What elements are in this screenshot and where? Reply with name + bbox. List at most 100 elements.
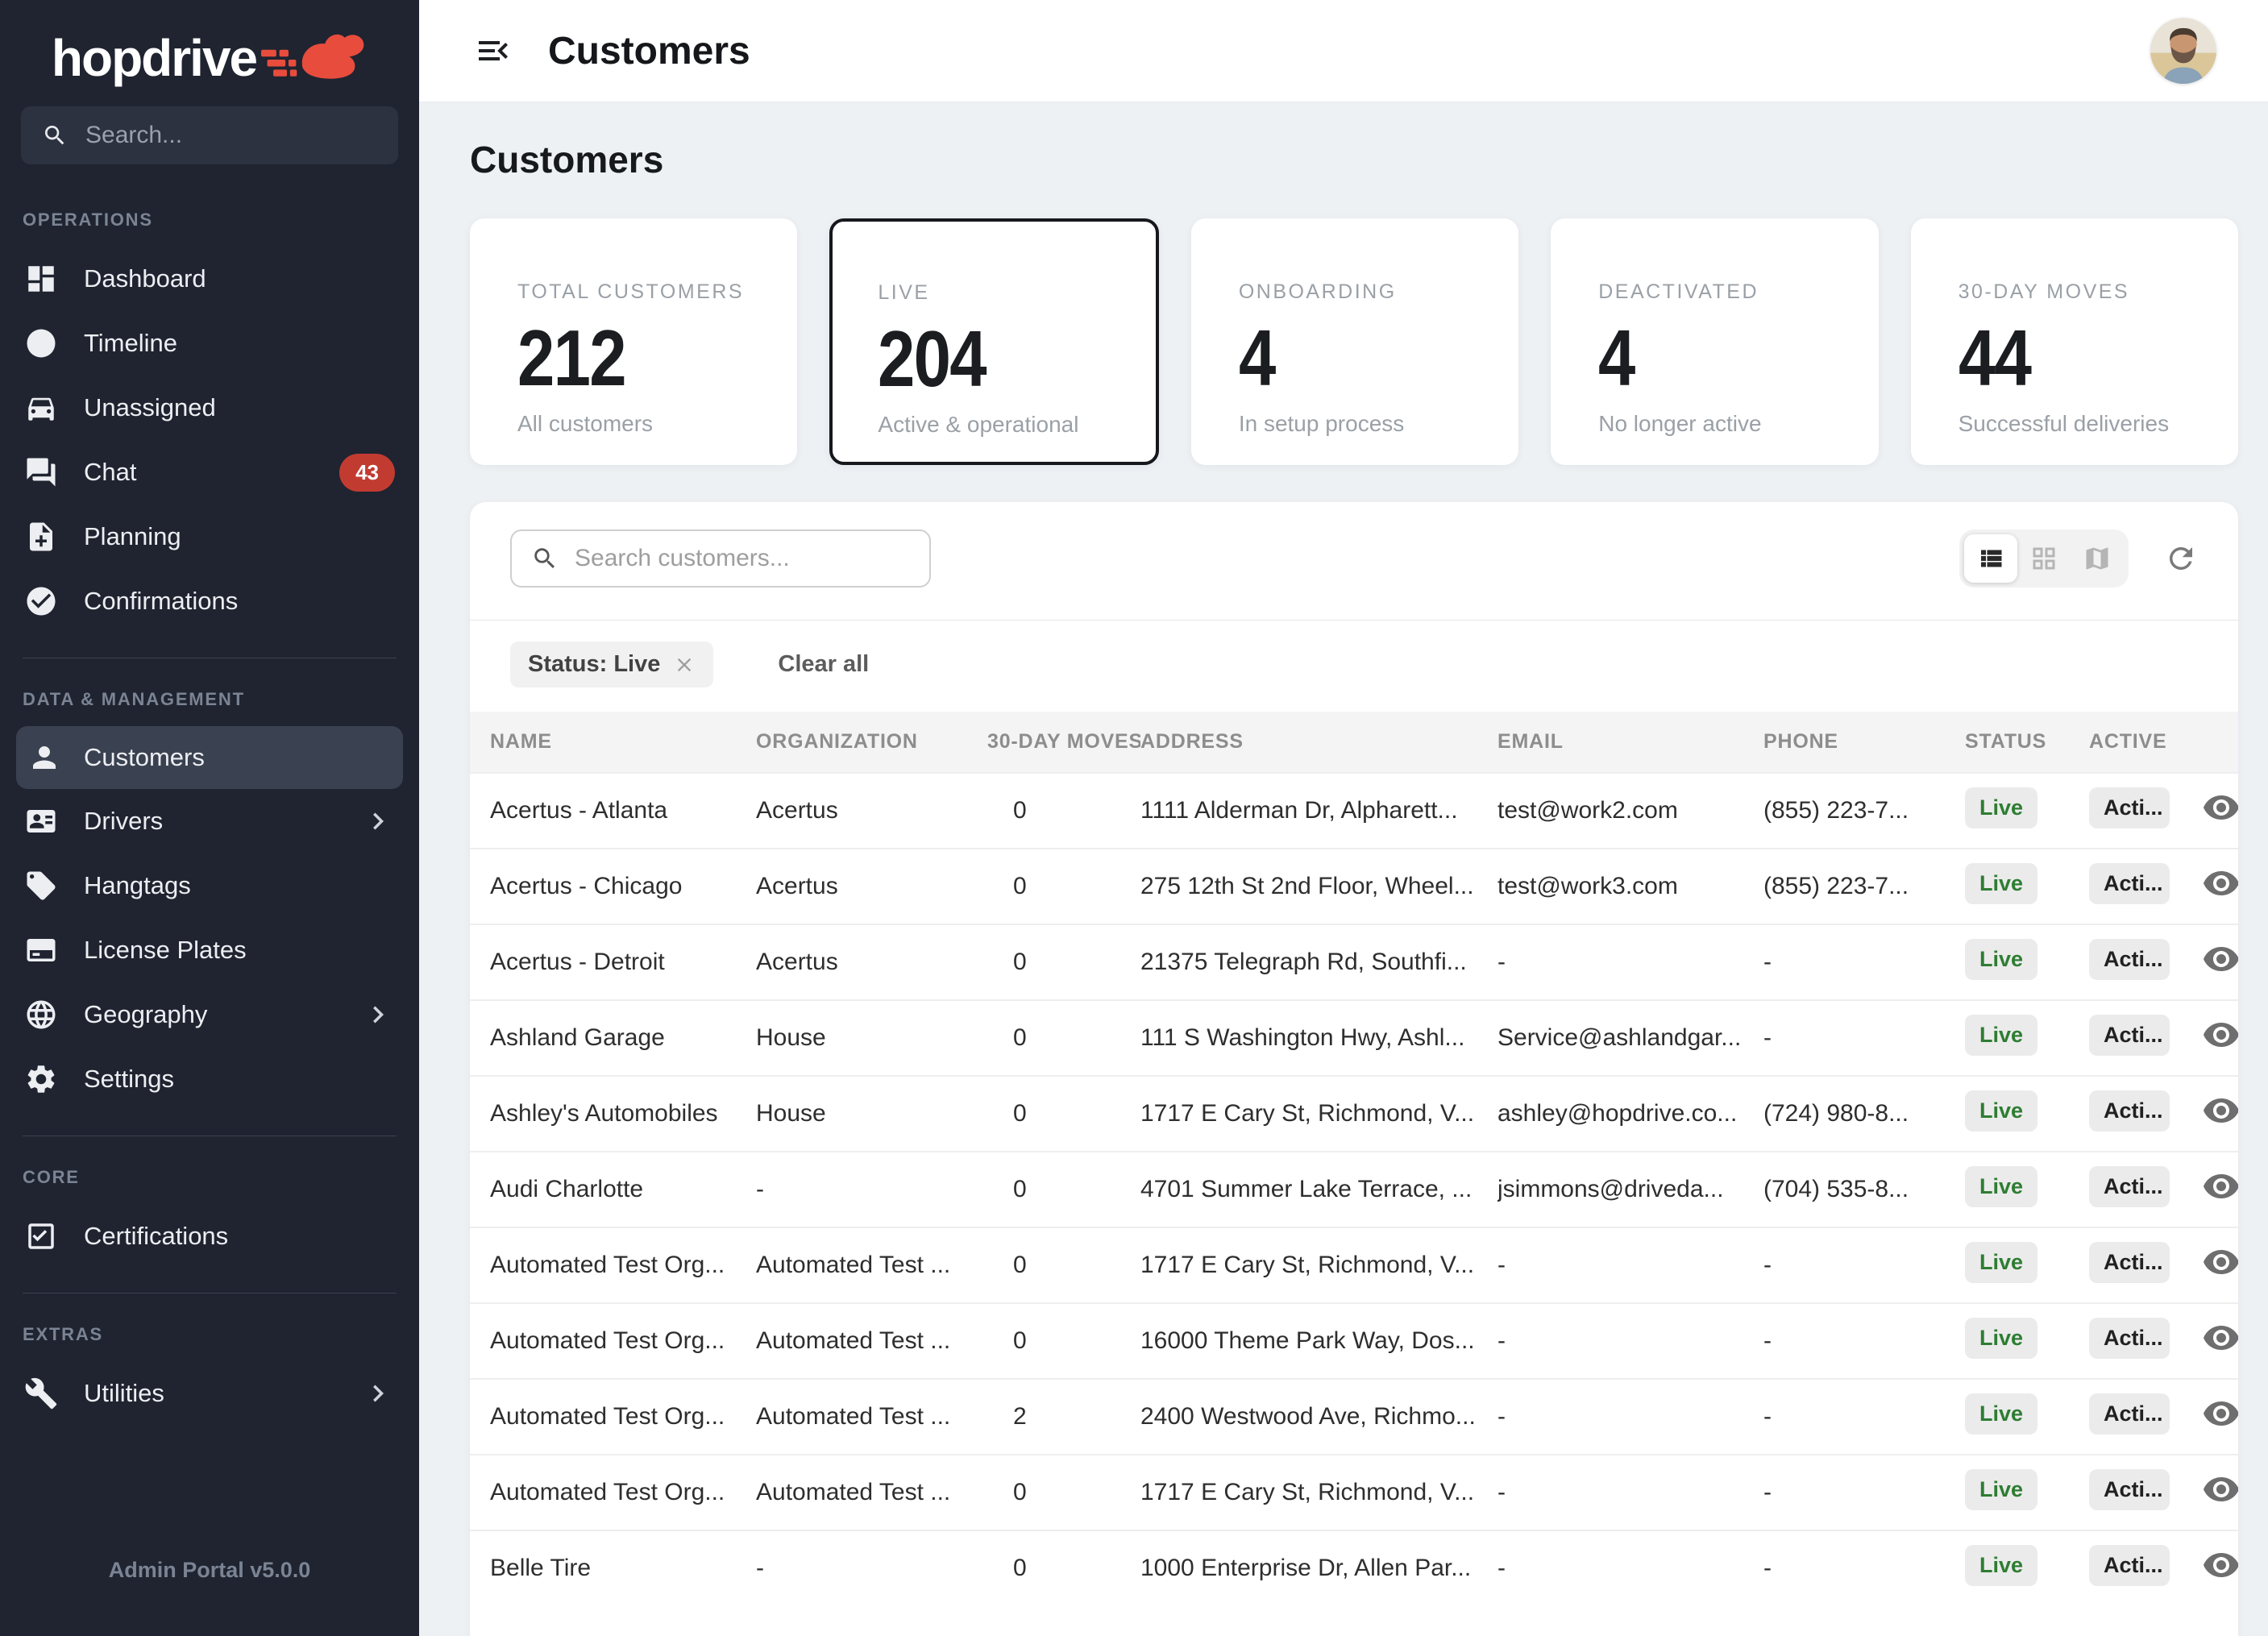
page-title: Customers <box>548 29 750 73</box>
sidebar-item-confirmations[interactable]: Confirmations <box>0 569 419 633</box>
eye-icon[interactable] <box>2202 1470 2238 1509</box>
column-header-status[interactable]: STATUS <box>1965 730 2047 753</box>
refresh-icon[interactable] <box>2164 542 2198 575</box>
active-badge[interactable]: Acti... <box>2089 1241 2170 1283</box>
close-icon[interactable] <box>673 654 696 676</box>
sidebar-item-license-plates[interactable]: License Plates <box>0 918 419 982</box>
cell-moves: 0 <box>1013 797 1027 824</box>
table-row[interactable]: Ashland Garage House 0 111 S Washington … <box>470 999 2238 1075</box>
view-list-toggle[interactable] <box>1964 534 2017 583</box>
sidebar-item-unassigned[interactable]: Unassigned <box>0 376 419 440</box>
table-row[interactable]: Automated Test Org... Automated Test ...… <box>470 1378 2238 1454</box>
table-row[interactable]: Acertus - Atlanta Acertus 0 1111 Alderma… <box>470 772 2238 848</box>
cell-address: 111 S Washington Hwy, Ashl... <box>1140 1024 1465 1051</box>
sidebar-item-timeline[interactable]: Timeline <box>0 311 419 376</box>
sidebar-item-planning[interactable]: Planning <box>0 505 419 569</box>
cell-moves: 2 <box>1013 1403 1027 1430</box>
cell-organization: Acertus <box>756 797 838 824</box>
active-badge[interactable]: Acti... <box>2089 1317 2170 1359</box>
cell-email: test@work3.com <box>1497 873 1678 899</box>
eye-icon[interactable] <box>2202 1318 2238 1357</box>
user-avatar[interactable] <box>2150 18 2216 84</box>
eye-icon[interactable] <box>2202 1167 2238 1206</box>
sidebar-item-label: Drivers <box>84 807 164 835</box>
cell-email: - <box>1497 949 1506 975</box>
clear-all-button[interactable]: Clear all <box>778 651 870 677</box>
eye-icon[interactable] <box>2202 1546 2238 1584</box>
cell-moves: 0 <box>1013 1024 1027 1051</box>
sidebar-item-hangtags[interactable]: Hangtags <box>0 853 419 918</box>
stat-card-30-day-moves[interactable]: 30-DAY MOVES 44 Successful deliveries <box>1910 218 2239 465</box>
active-badge[interactable]: Acti... <box>2089 787 2170 828</box>
column-header-name[interactable]: NAME <box>490 730 552 753</box>
column-header-organization[interactable]: ORGANIZATION <box>756 730 918 753</box>
table-row[interactable]: Acertus - Chicago Acertus 0 275 12th St … <box>470 848 2238 924</box>
eye-icon[interactable] <box>2202 864 2238 903</box>
sidebar-item-customers[interactable]: Customers <box>16 726 403 789</box>
map-toggle[interactable] <box>2071 534 2124 583</box>
column-header-30-day-moves[interactable]: 30-DAY MOVES <box>987 730 1140 753</box>
column-header-phone[interactable]: PHONE <box>1763 730 1838 753</box>
eye-icon[interactable] <box>2202 1394 2238 1433</box>
sidebar-item-chat[interactable]: Chat 43 <box>0 440 419 505</box>
cell-email: - <box>1497 1555 1506 1581</box>
stat-card-total-customers[interactable]: TOTAL CUSTOMERS 212 All customers <box>470 218 798 465</box>
table-row[interactable]: Automated Test Org... Automated Test ...… <box>470 1227 2238 1302</box>
collapse-menu-icon[interactable] <box>471 28 516 73</box>
rabbit-logo-icon <box>261 34 364 79</box>
eye-icon[interactable] <box>2202 940 2238 978</box>
checkbox-icon <box>24 1219 58 1253</box>
sidebar-item-label: Utilities <box>84 1379 164 1407</box>
eye-icon[interactable] <box>2202 1015 2238 1054</box>
cell-phone: - <box>1763 1024 1772 1051</box>
stat-card-live[interactable]: LIVE 204 Active & operational <box>829 218 1159 465</box>
active-badge[interactable]: Acti... <box>2089 1014 2170 1056</box>
active-badge[interactable]: Acti... <box>2089 862 2170 904</box>
sidebar-item-label: Certifications <box>84 1222 229 1250</box>
active-badge[interactable]: Acti... <box>2089 1165 2170 1207</box>
column-header-email[interactable]: EMAIL <box>1497 730 1564 753</box>
sidebar-item-label: Unassigned <box>84 393 216 421</box>
chat-count-badge: 43 <box>339 453 395 492</box>
sidebar: hopdrive OPERATIONS Dashboard Timeline U… <box>0 0 419 1636</box>
card-subtitle: All customers <box>517 410 654 436</box>
status-filter-chip[interactable]: Status: Live <box>510 642 714 687</box>
table-row[interactable]: Belle Tire - 0 1000 Enterprise Dr, Allen… <box>470 1530 2238 1605</box>
sidebar-item-certifications[interactable]: Certifications <box>0 1204 419 1269</box>
search-icon <box>531 545 559 572</box>
sidebar-item-dashboard[interactable]: Dashboard <box>0 247 419 311</box>
sidebar-search-input[interactable] <box>85 122 377 149</box>
table-header: NAME ORGANIZATION 30-DAY MOVES ADDRESS EMAIL… <box>470 712 2238 772</box>
card-value: 212 <box>517 313 627 402</box>
sidebar-item-drivers[interactable]: Drivers <box>0 789 419 853</box>
customer-search-input[interactable] <box>575 545 910 572</box>
grid-view-toggle[interactable] <box>2017 534 2071 583</box>
stat-card-onboarding[interactable]: ONBOARDING 4 In setup process <box>1190 218 1519 465</box>
table-row[interactable]: Automated Test Org... Automated Test ...… <box>470 1302 2238 1378</box>
stat-card-deactivated[interactable]: DEACTIVATED 4 No longer active <box>1551 218 1879 465</box>
cell-organization: Automated Test ... <box>756 1479 951 1505</box>
active-badge[interactable]: Acti... <box>2089 938 2170 980</box>
cell-organization: Automated Test ... <box>756 1252 951 1278</box>
table-row[interactable]: Audi Charlotte - 0 4701 Summer Lake Terr… <box>470 1151 2238 1227</box>
active-badge[interactable]: Acti... <box>2089 1090 2170 1131</box>
active-badge[interactable]: Acti... <box>2089 1393 2170 1435</box>
sidebar-item-utilities[interactable]: Utilities <box>0 1361 419 1426</box>
sidebar-item-settings[interactable]: Settings <box>0 1047 419 1111</box>
logo-text: hopdrive <box>51 29 258 87</box>
sidebar-item-geography[interactable]: Geography <box>0 982 419 1047</box>
cell-moves: 0 <box>1013 1252 1027 1278</box>
eye-icon[interactable] <box>2202 788 2238 827</box>
table-row[interactable]: Automated Test Org... Automated Test ...… <box>470 1454 2238 1530</box>
active-badge[interactable]: Acti... <box>2089 1468 2170 1510</box>
cell-name: Ashland Garage <box>490 1024 665 1051</box>
eye-icon[interactable] <box>2202 1091 2238 1130</box>
table-row[interactable]: Acertus - Detroit Acertus 0 21375 Telegr… <box>470 924 2238 999</box>
column-header-active[interactable]: ACTIVE <box>2089 730 2167 753</box>
active-badge[interactable]: Acti... <box>2089 1544 2170 1586</box>
cell-name: Acertus - Atlanta <box>490 797 668 824</box>
column-header-address[interactable]: ADDRESS <box>1140 730 1244 753</box>
eye-icon[interactable] <box>2202 1243 2238 1281</box>
status-badge: Live <box>1965 1317 2038 1359</box>
table-row[interactable]: Ashley's Automobiles House 0 1717 E Cary… <box>470 1075 2238 1151</box>
